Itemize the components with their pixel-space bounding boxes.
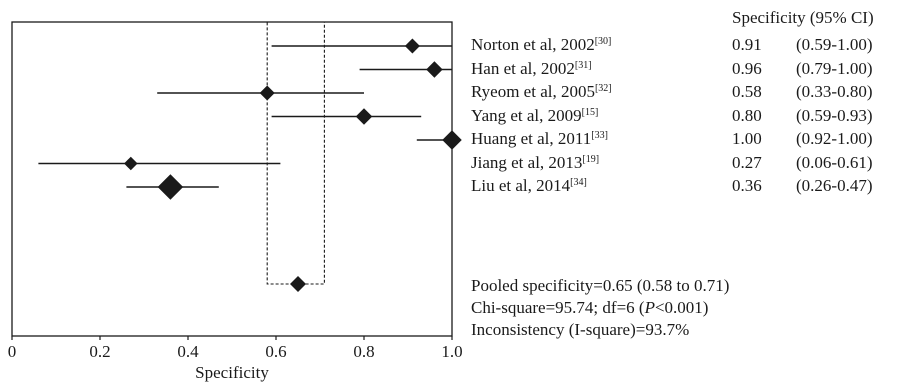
study-reference: [32] [594, 83, 612, 94]
study-specificity: 0.58 [732, 82, 762, 101]
study-ci: (0.26-0.47) [796, 176, 873, 195]
inconsistency-text: Inconsistency (I-square)=93.7% [471, 320, 690, 339]
study-ci: (0.59-1.00) [796, 35, 873, 54]
study-reference: [33] [591, 130, 608, 141]
study-specificity: 0.80 [732, 105, 762, 125]
study-name: Ryeom et al, 2005[32] [471, 82, 612, 102]
study-ci: (0.06-0.61) [796, 152, 873, 172]
study-name: Jiang et al, 2013[19] [471, 153, 599, 173]
study-name-text: Liu et al, 2014 [471, 176, 571, 195]
p-symbol: P [644, 298, 655, 317]
point-estimate-diamond [355, 108, 373, 125]
point-estimate-diamond [157, 174, 184, 200]
x-axis-label: Specificity [195, 363, 269, 382]
study-reference: [31] [574, 59, 592, 71]
study-specificity: 0.36 [732, 176, 762, 195]
point-estimate-diamond [404, 38, 420, 54]
study-name: Norton et al, 2002[30] [471, 35, 611, 55]
x-tick-label: 0.2 [89, 342, 110, 361]
study-ci: (0.79-1.00) [796, 58, 873, 78]
x-tick-label: 0.4 [177, 342, 199, 361]
study-reference: [15] [581, 106, 599, 118]
study-ci: (0.33-0.80) [796, 82, 873, 101]
study-name-text: Norton et al, 2002 [471, 35, 595, 54]
x-tick-label: 0 [8, 342, 17, 361]
study-reference: [34] [570, 177, 587, 188]
chi-square-prefix: Chi-square=95.74; df=6 ( [471, 298, 645, 317]
study-name-text: Ryeom et al, 2005 [471, 82, 595, 101]
study-specificity: 0.91 [732, 35, 762, 54]
study-name-text: Han et al, 2002 [471, 58, 575, 78]
study-name: Han et al, 2002[31] [471, 59, 592, 79]
point-estimate-diamond [442, 130, 462, 150]
confidence-intervals [38, 45, 452, 188]
study-ci: (0.59-0.93) [796, 105, 873, 125]
study-name: Liu et al, 2014[34] [471, 176, 587, 196]
pooled-estimate-diamond [290, 276, 306, 292]
chi-square-suffix: <0.001) [654, 298, 709, 317]
study-reference: [19] [582, 153, 600, 165]
study-name: Huang et al, 2011[33] [471, 129, 608, 149]
study-specificity: 0.96 [732, 58, 762, 78]
x-tick-label: 1.0 [441, 342, 462, 361]
study-ci: (0.92-1.00) [796, 129, 873, 148]
pooled-ci-dashed-box [266, 21, 325, 285]
column-header: Specificity (95% CI) [732, 8, 874, 27]
point-estimate-diamond [124, 156, 138, 171]
point-estimates [124, 38, 462, 292]
study-name-text: Huang et al, 2011 [471, 129, 592, 148]
plot-frame [11, 21, 453, 337]
chi-square-text: Chi-square=95.74; df=6 (P<0.001) [471, 298, 708, 318]
study-reference: [30] [594, 36, 612, 47]
point-estimate-diamond [259, 85, 275, 101]
pooled-ci-box [266, 21, 325, 285]
study-name-text: Yang et al, 2009 [471, 105, 582, 125]
study-specificity: 1.00 [732, 129, 762, 148]
x-axis-ticks: 0 0.2 0.4 0.6 0.8 1.0 [8, 336, 463, 361]
x-tick-label: 0.8 [353, 342, 374, 361]
study-name-text: Jiang et al, 2013 [471, 152, 583, 172]
study-specificity: 0.27 [732, 152, 762, 172]
study-name: Yang et al, 2009[15] [471, 106, 598, 126]
point-estimate-diamond [426, 61, 443, 78]
pooled-specificity-text: Pooled specificity=0.65 (0.58 to 0.71) [471, 276, 730, 295]
x-tick-label: 0.6 [265, 342, 286, 361]
